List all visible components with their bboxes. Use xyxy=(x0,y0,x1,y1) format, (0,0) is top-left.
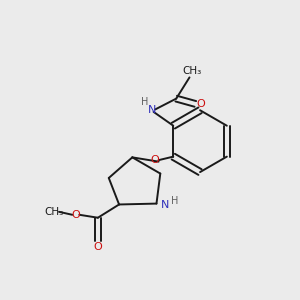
Text: CH₃: CH₃ xyxy=(44,207,63,217)
Text: O: O xyxy=(196,99,205,109)
Text: H: H xyxy=(171,196,178,206)
Text: N: N xyxy=(160,200,169,210)
Text: CH₃: CH₃ xyxy=(183,66,202,76)
Text: O: O xyxy=(151,155,159,165)
Text: H: H xyxy=(141,97,148,107)
Text: O: O xyxy=(94,242,102,252)
Text: O: O xyxy=(71,210,80,220)
Text: N: N xyxy=(148,105,156,116)
